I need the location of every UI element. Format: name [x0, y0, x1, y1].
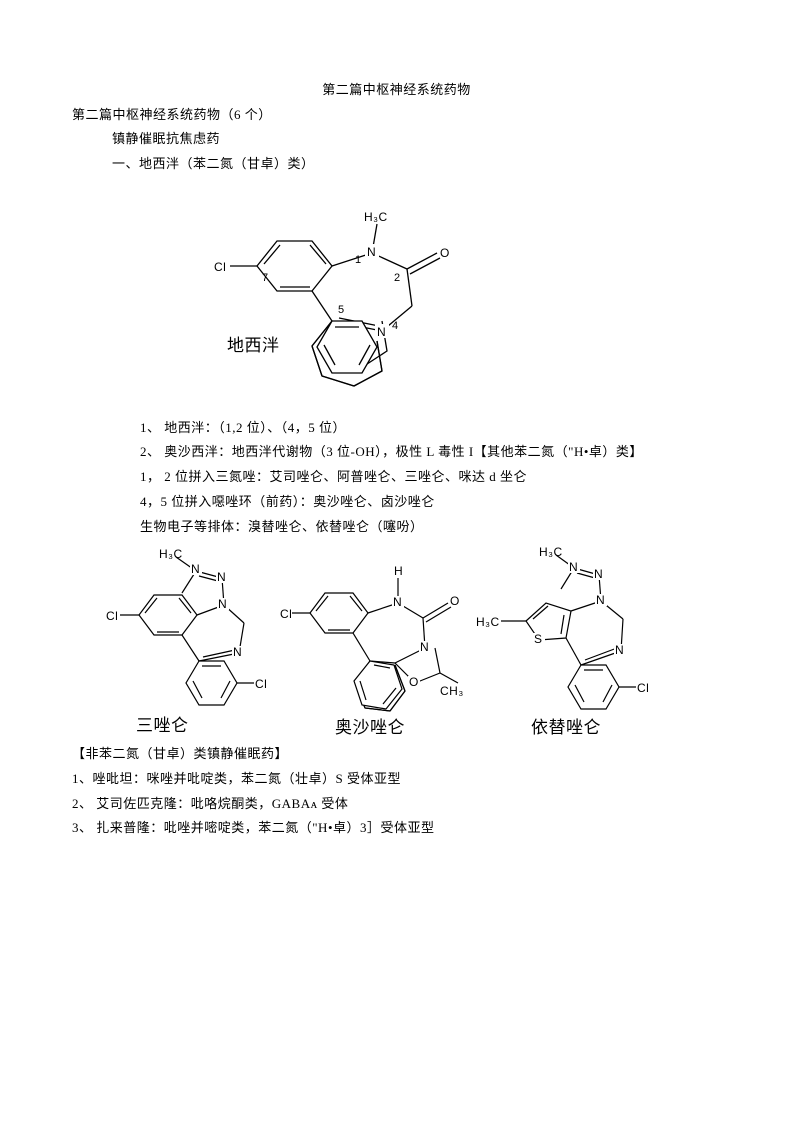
et-h3c: H₃C [539, 545, 563, 559]
et-n3: N [594, 567, 603, 581]
ox-o: O [409, 675, 419, 689]
note1-2: 2、 奥沙西泮：地西泮代谢物（3 位-OH），极性 L 毒性 I【其他苯二氮（"… [72, 440, 721, 465]
pos-5: 5 [338, 304, 345, 316]
figure-triazolam: N N N N H₃C Cl Cl 三唑仑 [104, 543, 274, 738]
note2-1: 1、唑吡坦：咪唑并吡啶类，苯二氮（壮卓）S 受体亚型 [72, 767, 721, 792]
pos-4: 4 [392, 320, 399, 332]
ox-ch3: CH₃ [440, 684, 464, 698]
figure-etizolam: S N N N N H₃C H₃C Cl 依替唑仑 [471, 543, 656, 738]
figure-row: N N N N H₃C Cl Cl 三唑仑 N N O H O Cl CH₃ 奥… [104, 543, 721, 738]
note2-3: 3、 扎来普隆：吡唑并嘧啶类，苯二氮（"H•卓）3］受体亚型 [72, 816, 721, 841]
fig2-label-2: 奥沙唑仑 [335, 718, 405, 737]
tz-n4: N [191, 562, 200, 576]
et-cl: Cl [637, 681, 649, 695]
et-s: S [534, 632, 543, 646]
figure-diazepam: N N O H₃C Cl 1 2 4 5 7 地西泮 [182, 181, 512, 416]
atom-n4: N [377, 325, 386, 339]
et-n2: N [615, 643, 624, 657]
ox-h: H [394, 564, 403, 578]
fig2-label-1: 三唑仑 [136, 716, 189, 735]
ox-n: N [393, 595, 402, 609]
et-n4: N [569, 560, 578, 574]
ox-o2: O [450, 594, 460, 608]
heading: 第二篇中枢神经系统药物（6 个） [72, 103, 721, 128]
subheading: 镇静催眠抗焦虑药 [72, 127, 721, 152]
note2-2: 2、 艾司佐匹克隆：吡咯烷酮类，GABAᴀ 受体 [72, 792, 721, 817]
atom-cl: Cl [214, 260, 226, 274]
ox-n2: N [420, 640, 429, 654]
fig1-label: 地西泮 [227, 336, 280, 355]
tz-cl: Cl [106, 609, 118, 623]
tz-n: N [218, 597, 227, 611]
note1-5: 生物电子等排体：溴替唑仑、依替唑仑（噻吩） [72, 515, 721, 540]
atom-h3c: H₃C [364, 210, 388, 224]
note1-4: 4，5 位拼入噁唑环（前药）：奥沙唑仑、卤沙唑仑 [72, 490, 721, 515]
note1-3: 1， 2 位拼入三氮唑：艾司唑仑、阿普唑仑、三唑仑、咪达 d 坐仑 [72, 465, 721, 490]
tz-n2: N [233, 645, 242, 659]
et-h3c2: H₃C [476, 615, 500, 629]
note1-1: 1、 地西泮：（1,2 位）、（4，5 位） [72, 416, 721, 441]
atom-o: O [440, 246, 450, 260]
et-n: N [596, 593, 605, 607]
pos-7: 7 [262, 272, 269, 284]
pos-2: 2 [394, 272, 401, 284]
section-1-title: 一、地西泮（苯二氮（甘卓）类） [72, 152, 721, 177]
pos-1: 1 [355, 254, 362, 266]
fig2-label-3: 依替唑仑 [531, 718, 601, 737]
tz-cl2: Cl [255, 677, 267, 691]
page-title: 第二篇中枢神经系统药物 [72, 78, 721, 103]
ox-cl: Cl [280, 607, 292, 621]
atom-n1: N [367, 245, 376, 259]
tz-n3: N [217, 570, 226, 584]
notes2-header: 【非苯二氮（甘卓）类镇静催眠药】 [72, 742, 721, 767]
figure-oxazolam: N N O H O Cl CH₃ 奥沙唑仑 [280, 543, 465, 738]
tz-h3c: H₃C [159, 547, 183, 561]
